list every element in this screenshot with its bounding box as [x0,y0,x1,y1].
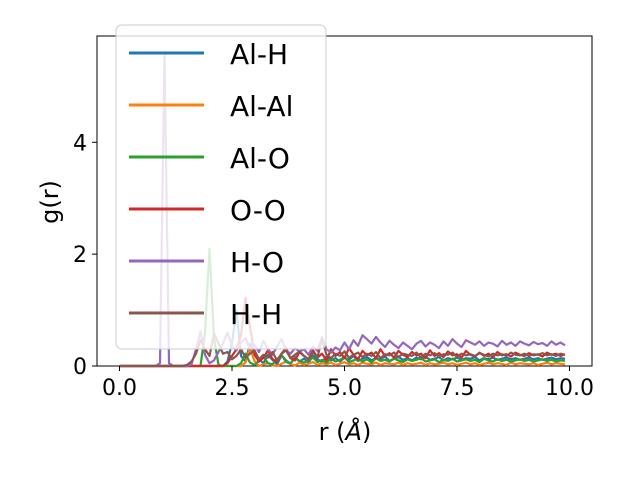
plot-area: 0.0 2.5 5.0 7.5 10.0 0 2 4 [73,35,594,401]
x-tick-label: 7.5 [440,376,475,401]
x-axis-label-close: ) [362,418,371,446]
x-axis-label: r (Å) [319,417,372,446]
x-axis-label-unit: Å [344,417,362,446]
series-group [119,51,566,368]
legend-label-o-o: O-O [230,194,286,227]
x-tick-label: 0.0 [102,376,137,401]
y-axis-label: g(r) [36,180,64,224]
legend-box [115,24,327,350]
y-axis-ticks: 0 2 4 [73,131,97,380]
legend-label-al-al: Al-Al [230,90,293,123]
x-tick-label: 5.0 [327,376,362,401]
legend-label-al-h: Al-H [230,38,288,71]
x-tick-label: 2.5 [215,376,250,401]
legend-label-al-o: Al-O [230,142,290,175]
x-tick-label: 10.0 [545,376,594,401]
legend: Al-H Al-Al Al-O O-O H-O H-H [115,24,327,350]
y-tick-label: 0 [73,355,87,380]
y-tick-label: 4 [73,131,87,156]
x-axis-ticks: 0.0 2.5 5.0 7.5 10.0 [102,366,594,401]
series-line-h-h [119,332,566,368]
x-axis-label-text: r ( [319,418,346,446]
legend-label-h-o: H-O [230,246,284,279]
y-tick-label: 2 [73,243,87,268]
legend-label-h-h: H-H [230,298,282,331]
